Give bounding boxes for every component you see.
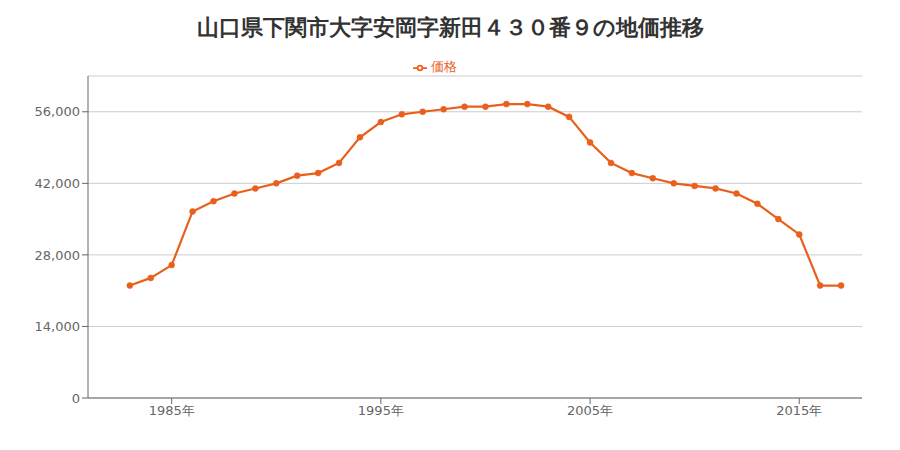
svg-text:56,000: 56,000 (35, 104, 81, 119)
svg-text:42,000: 42,000 (35, 176, 81, 191)
svg-text:2005年: 2005年 (567, 403, 613, 418)
svg-text:28,000: 28,000 (35, 248, 81, 263)
html-text:価格: 価格 (431, 59, 457, 74)
svg-text:1985年: 1985年 (149, 403, 195, 418)
html-text:山口県下関市大字安岡字新田４３０番９の地価推移: 山口県下関市大字安岡字新田４３０番９の地価推移 (196, 15, 704, 40)
svg-text:14,000: 14,000 (35, 319, 81, 334)
svg-text:0: 0 (72, 391, 80, 406)
svg-text:1995年: 1995年 (358, 403, 404, 418)
svg-text:2015年: 2015年 (776, 403, 822, 418)
